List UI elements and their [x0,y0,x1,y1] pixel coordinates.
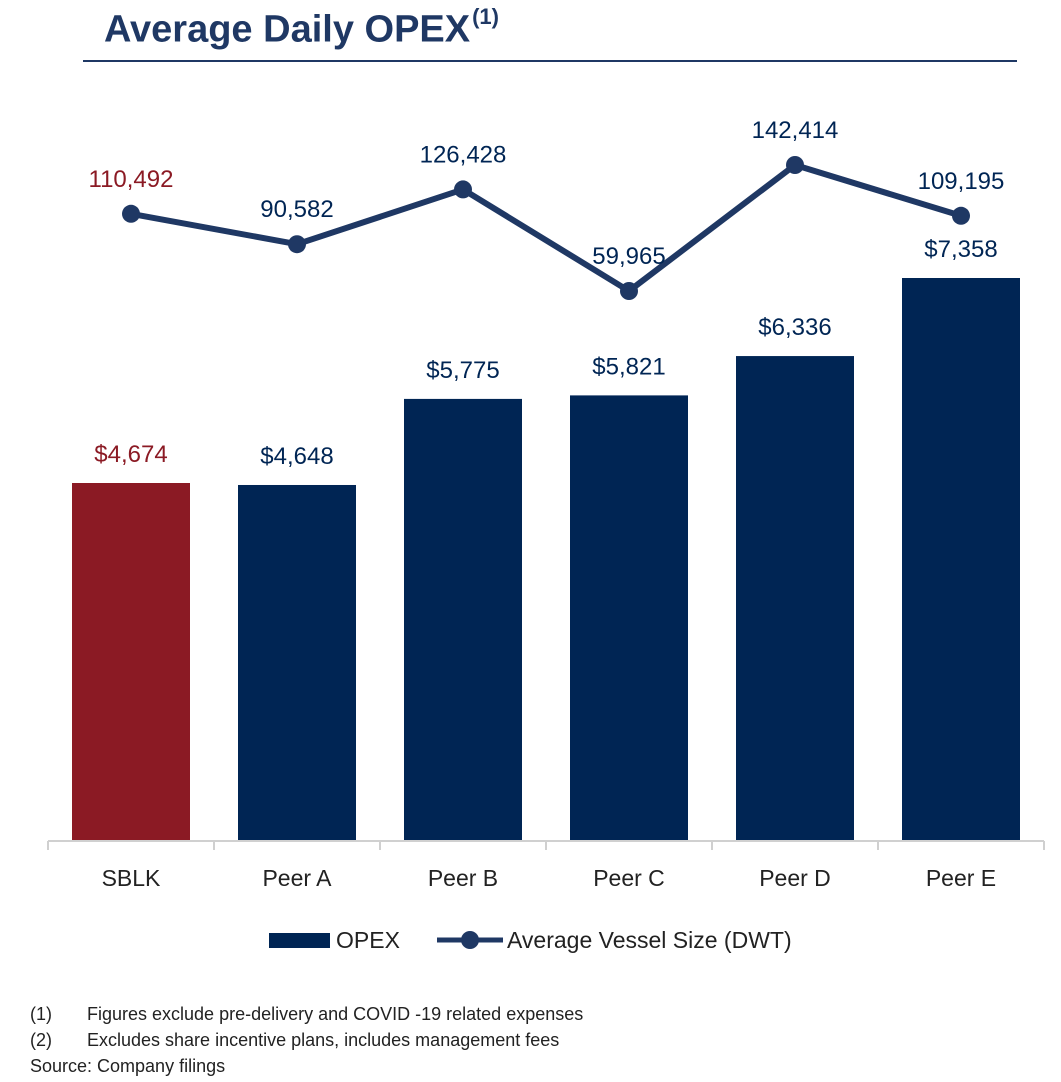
x-tick-label: Peer A [262,865,332,891]
opex-bar-peer-d [736,356,854,840]
vessel-size-point [786,156,804,174]
opex-bar-peer-e [902,278,1020,840]
opex-value-label: $4,648 [260,443,333,470]
opex-value-label: $6,336 [758,314,831,341]
opex-value-label: $7,358 [924,236,997,263]
vessel-size-point [454,180,472,199]
x-tick-label: Peer D [759,865,831,891]
opex-bar-sblk [72,483,190,840]
footnote-1-number: (1) [30,1004,52,1024]
chart-title-text: Average Daily OPEX [104,8,471,51]
opex-value-label: $5,821 [592,353,665,380]
vessel-size-line-layer [122,156,970,300]
vessel-size-line [130,162,962,294]
vessel-size-point [620,282,638,300]
footnote-2-number: (2) [30,1030,52,1050]
footnote-1: (1) Figures exclude pre-delivery and COVI… [30,1001,583,1027]
legend-opex-label: OPEX [336,927,400,953]
vessel-size-label: 142,414 [752,117,839,144]
x-tick-label: Peer B [428,865,498,891]
opex-bar-peer-b [404,398,522,840]
vessel-size-label: 110,492 [89,166,174,193]
vessel-size-point [952,206,970,225]
title-footnote-marker: (1) [472,4,499,29]
vessel-size-label: 126,428 [420,141,507,168]
opex-value-label: $4,674 [94,441,167,468]
legend: OPEX Average Vessel Size (DWT) [269,927,792,953]
footnote-1-text: Figures exclude pre-delivery and COVID -… [87,1004,584,1024]
x-tick-label: SBLK [102,865,161,891]
vessel-size-label: 90,582 [260,196,333,223]
data-labels-layer: $4,674 $4,648 $5,775 $5,821 $6,336 $7,358 110,… [89,117,1005,470]
vessel-size-point [122,204,140,223]
x-axis: SBLK Peer A Peer B Peer C Peer D Peer E [47,840,1045,891]
x-tick-label: Peer E [926,865,996,891]
bars-layer [72,278,1020,840]
legend-opex-swatch [269,933,330,948]
vessel-size-label: 109,195 [918,168,1005,195]
footnotes: (1) Figures exclude pre-delivery and COVI… [30,1001,583,1079]
title-underline [83,60,1017,62]
source-note: Source: Company filings [30,1056,226,1076]
legend-line-label: Average Vessel Size (DWT) [507,927,792,953]
opex-chart: SBLK Peer A Peer B Peer C Peer D Peer E $4,67… [47,117,1045,953]
opex-bar-peer-c [570,395,688,840]
opex-bar-peer-a [238,484,356,840]
legend-line-marker [461,931,479,949]
footnote-2-text: Excludes share incentive plans, includes… [87,1030,560,1050]
vessel-size-point [288,235,306,254]
opex-value-label: $5,775 [426,357,499,384]
vessel-size-label: 59,965 [592,243,665,270]
footnote-2: (2) Excludes share incentive plans, inclu… [30,1027,583,1053]
x-tick-label: Peer C [593,865,665,891]
chart-title: Average Daily OPEX(1) [104,4,499,52]
